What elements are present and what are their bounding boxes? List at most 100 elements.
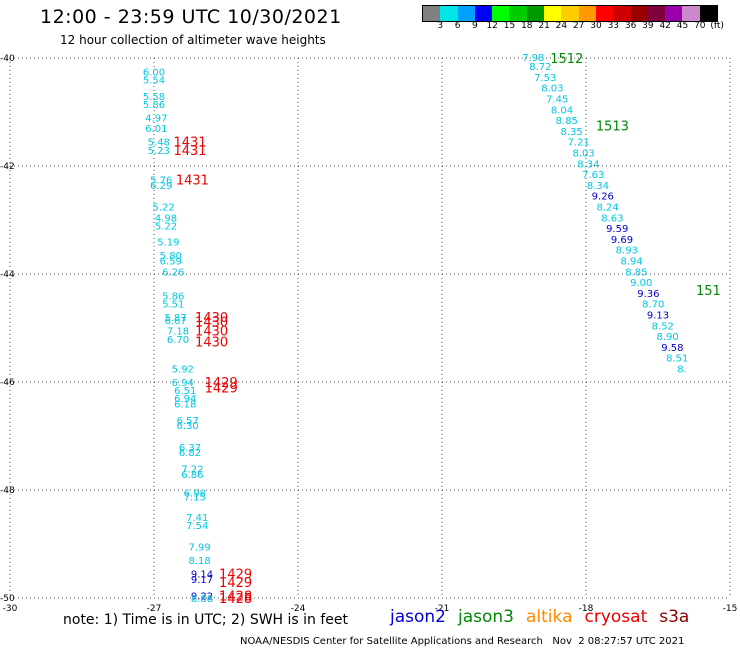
footer-credit: NOAA/NESDIS Center for Satellite Applica…	[240, 636, 685, 647]
swh-data-label: 9.69	[611, 235, 633, 246]
swh-data-label: 8.72	[529, 62, 551, 73]
pass-time-label: 1428	[219, 589, 252, 604]
x-tick-label: -30	[3, 604, 18, 614]
swh-data-label: 5.76	[150, 176, 172, 187]
legend-jason2: jason2	[390, 607, 446, 627]
swh-data-label: 6.94	[172, 378, 194, 389]
y-tick-label: -40	[0, 54, 15, 64]
swh-data-label: 8.52	[652, 321, 674, 332]
swh-data-label: 5.58	[143, 92, 165, 103]
swh-data-label: 6.98	[184, 489, 206, 500]
swh-data-label: 8.35	[560, 127, 582, 138]
y-tick-label: -42	[0, 162, 15, 172]
swh-data-label: 7.15	[184, 492, 206, 503]
pass-time-label: 1428	[219, 592, 252, 607]
x-tick-label: -18	[579, 604, 594, 614]
swh-data-label: 5.87	[164, 313, 186, 324]
swh-data-label: 7.45	[546, 95, 568, 106]
color-scale-labels: 3 6 9 12 15 18 21 24 27 30 33 36 39 42 45 70 (ft)	[422, 21, 732, 33]
pass-time-label: 1429	[219, 568, 252, 583]
color-scale-label: 24	[555, 21, 568, 31]
swh-data-label: 8.	[677, 365, 687, 376]
swh-data-label: 9.13	[647, 311, 669, 322]
y-tick-label: -48	[0, 486, 15, 496]
swh-data-label: 6.70	[167, 335, 189, 346]
swh-data-label: 5.51	[162, 300, 184, 311]
color-scale-label: 3	[437, 21, 444, 31]
swh-data-label: 8.70	[642, 300, 664, 311]
color-scale-label: 27	[572, 21, 585, 31]
swh-data-label: 6.82	[179, 448, 201, 459]
pass-time-label: 1429	[205, 376, 238, 391]
color-scale-label: 9	[472, 21, 478, 31]
swh-data-label: 6.51	[174, 386, 196, 397]
y-tick-label: -50	[0, 594, 15, 604]
swh-data-label: 6.18	[174, 400, 196, 411]
color-scale-cell	[699, 6, 718, 21]
swh-data-label: 8.03	[572, 149, 594, 160]
swh-data-label: 7.41	[186, 513, 208, 524]
swh-data-label: 5.86	[143, 100, 165, 111]
color-scale-label: 33	[607, 21, 620, 31]
swh-data-label: 5.92	[172, 365, 194, 376]
chart-title: 12:00 - 23:59 UTC 10/30/2021	[40, 6, 342, 28]
color-scale-cell	[682, 6, 700, 21]
swh-data-label: 7.54	[186, 521, 208, 532]
pass-time-label: 1513	[596, 120, 629, 135]
swh-data-label: 5.54	[143, 76, 165, 87]
swh-data-label: 6.94	[174, 394, 196, 405]
color-scale-cell	[665, 6, 683, 21]
swh-data-label: 9.00	[630, 278, 652, 289]
color-scale-label: 36	[624, 21, 637, 31]
swh-data-label: 6.59	[160, 257, 182, 268]
swh-data-label: 6.00	[143, 68, 165, 79]
pass-time-label: 151	[696, 284, 721, 299]
swh-data-label: 8.85	[556, 116, 578, 127]
color-scale-cell	[423, 6, 441, 21]
swh-data-label: 5.48	[148, 138, 170, 149]
swh-data-label: 7.22	[181, 464, 203, 475]
pass-time-label: 1430	[195, 336, 228, 351]
x-tick-label: -27	[147, 604, 162, 614]
y-tick-label: -44	[0, 270, 15, 280]
color-scale-cell	[526, 6, 545, 21]
swh-data-label: 6.29	[150, 181, 172, 192]
swh-data-label: 9.58	[661, 343, 683, 354]
satellite-legend: jason2 jason3 altika cryosat s3a	[390, 607, 701, 627]
swh-data-label: 7.98	[522, 53, 544, 64]
x-tick-label: -21	[435, 604, 450, 614]
color-scale-cell	[492, 6, 510, 21]
swh-data-label: 5.80	[160, 251, 182, 262]
swh-data-label: 8.18	[188, 556, 210, 567]
swh-data-label: 7.63	[582, 170, 604, 181]
color-scale-label: (ft)	[710, 21, 724, 31]
pass-time-label: 1431	[176, 174, 209, 189]
swh-data-label: 8.85	[625, 267, 647, 278]
color-scale-label: 45	[676, 21, 689, 31]
pass-time-label: 1512	[550, 52, 583, 67]
swh-data-label: 6.67	[164, 316, 186, 327]
swh-data-label: 8.90	[656, 332, 678, 343]
swh-data-label: 8.93	[616, 246, 638, 257]
legend-s3a: s3a	[659, 607, 690, 627]
legend-cryosat: cryosat	[584, 607, 648, 627]
pass-time-label: 1429	[219, 576, 252, 591]
swh-data-label: 9.59	[606, 224, 628, 235]
pass-time-label: 1430	[195, 311, 228, 326]
color-scale-label: 12	[486, 21, 498, 31]
color-scale-label: 42	[659, 21, 671, 31]
color-scale-cell	[630, 6, 648, 21]
swh-data-label: 4.98	[155, 213, 177, 224]
swh-data-label: 6.30	[176, 421, 198, 432]
legend-altika: altika	[526, 607, 573, 627]
chart-subtitle: 12 hour collection of altimeter wave hei…	[60, 33, 326, 47]
y-tick-label: -46	[0, 378, 15, 388]
pass-time-label: 1430	[195, 316, 228, 331]
color-scale-label: 18	[521, 21, 533, 31]
swh-data-label: 6.26	[162, 267, 184, 278]
swh-data-label: 6.57	[176, 416, 198, 427]
color-scale-cell	[440, 6, 458, 21]
swh-data-label: 5.22	[155, 221, 177, 232]
color-scale-cell	[595, 6, 614, 21]
